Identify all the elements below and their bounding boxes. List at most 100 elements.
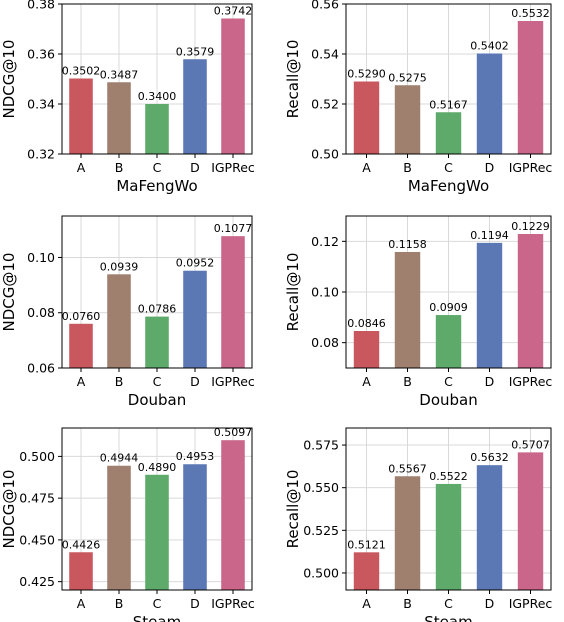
bar-value-label: 0.1194 [470, 229, 509, 242]
y-tick-label: 0.10 [311, 285, 339, 300]
bar-igprec [517, 233, 544, 368]
bar-b [107, 274, 131, 368]
x-tick-label: B [403, 160, 412, 175]
bar-value-label: 0.5567 [388, 462, 427, 475]
y-tick-label: 0.10 [27, 250, 55, 265]
bar-value-label: 0.3487 [100, 68, 139, 81]
y-axis-label: NDCG@10 [0, 40, 18, 119]
x-tick-label: IGPRec [509, 160, 553, 175]
x-tick-label: IGPRec [211, 374, 255, 389]
chart-panel-2: 0.5290 0.5275 0.5167 0.5402 0.5532 0.50 0.52 0.… [284, 0, 552, 195]
bar-a [69, 552, 93, 590]
bar-c [435, 315, 462, 368]
y-axis-label: Recall@10 [284, 40, 302, 119]
x-tick-label: D [485, 374, 495, 389]
x-tick-label: D [190, 160, 200, 175]
y-tick-label: 0.12 [311, 234, 339, 249]
bar-b [107, 82, 131, 154]
bar-d [183, 59, 207, 154]
bar-value-label: 0.3400 [138, 90, 177, 103]
bar-b [107, 465, 131, 590]
bar-b [394, 476, 421, 590]
y-tick-label: 0.500 [303, 565, 339, 580]
bar-value-label: 0.4953 [176, 450, 215, 463]
y-tick-label: 0.500 [19, 449, 55, 464]
bar-value-label: 0.0952 [176, 257, 215, 270]
bar-c [145, 316, 169, 368]
y-tick-label: 0.36 [27, 47, 55, 62]
bar-value-label: 0.4426 [62, 538, 101, 551]
y-tick-label: 0.525 [303, 523, 339, 538]
bar-value-label: 0.0760 [62, 310, 101, 323]
y-tick-label: 0.56 [311, 0, 339, 12]
bar-igprec [517, 21, 544, 154]
y-tick-label: 0.550 [303, 480, 339, 495]
bar-value-label: 0.1077 [214, 222, 253, 235]
bar-value-label: 0.3742 [214, 5, 253, 18]
bar-value-label: 0.3502 [62, 65, 101, 78]
bar-a [69, 323, 93, 368]
x-tick-label: IGPRec [509, 596, 553, 611]
bar-value-label: 0.5290 [347, 68, 386, 81]
x-tick-label: IGPRec [211, 596, 255, 611]
x-tick-label: B [403, 596, 412, 611]
x-tick-label: C [444, 596, 453, 611]
bar-c [145, 104, 169, 154]
x-tick-label: D [485, 596, 495, 611]
x-tick-label: B [115, 596, 124, 611]
bar-c [435, 112, 462, 154]
x-axis-label: Steam [133, 613, 181, 622]
bar-value-label: 0.0939 [100, 260, 139, 273]
x-tick-label: B [115, 374, 124, 389]
bar-value-label: 0.0846 [347, 317, 386, 330]
y-tick-label: 0.425 [19, 574, 55, 589]
x-tick-label: D [190, 596, 200, 611]
x-tick-label: C [153, 596, 162, 611]
bar-value-label: 0.5522 [429, 470, 468, 483]
bar-d [476, 53, 503, 154]
bar-a [69, 78, 93, 154]
x-tick-label: D [190, 374, 200, 389]
x-tick-label: A [77, 596, 86, 611]
y-tick-label: 0.450 [19, 532, 55, 547]
x-tick-label: D [485, 160, 495, 175]
x-axis-label: MaFengWo [408, 177, 489, 195]
x-tick-label: B [115, 160, 124, 175]
bar-value-label: 0.1158 [388, 238, 427, 251]
bar-a [353, 552, 380, 590]
y-tick-label: 0.06 [27, 361, 55, 376]
bar-c [435, 483, 462, 590]
bar-a [353, 331, 380, 368]
bar-igprec [221, 18, 245, 154]
x-tick-label: C [444, 374, 453, 389]
x-tick-label: C [153, 374, 162, 389]
bar-igprec [517, 452, 544, 590]
bar-value-label: 0.4890 [138, 461, 177, 474]
bar-igprec [221, 236, 245, 368]
y-tick-label: 0.08 [311, 335, 339, 350]
x-tick-label: A [362, 374, 371, 389]
bar-c [145, 474, 169, 590]
bar-value-label: 0.1229 [511, 220, 550, 233]
bar-value-label: 0.5402 [470, 40, 509, 53]
x-tick-label: IGPRec [509, 374, 553, 389]
bar-igprec [221, 440, 245, 590]
x-tick-label: A [77, 374, 86, 389]
y-axis-label: NDCG@10 [0, 470, 18, 549]
bar-value-label: 0.0909 [429, 301, 468, 314]
bar-value-label: 0.3579 [176, 45, 215, 58]
y-tick-label: 0.52 [311, 97, 339, 112]
x-tick-label: A [362, 596, 371, 611]
bar-value-label: 0.5632 [470, 451, 509, 464]
chart-panel-1: 0.3502 0.3487 0.3400 0.3579 0.3742 0.32 0.34 0.… [0, 0, 255, 195]
x-axis-label: Steam [424, 613, 472, 622]
bar-b [394, 85, 421, 154]
x-tick-label: C [444, 160, 453, 175]
x-tick-label: A [77, 160, 86, 175]
bar-value-label: 0.5167 [429, 98, 468, 111]
x-axis-label: MaFengWo [116, 177, 197, 195]
